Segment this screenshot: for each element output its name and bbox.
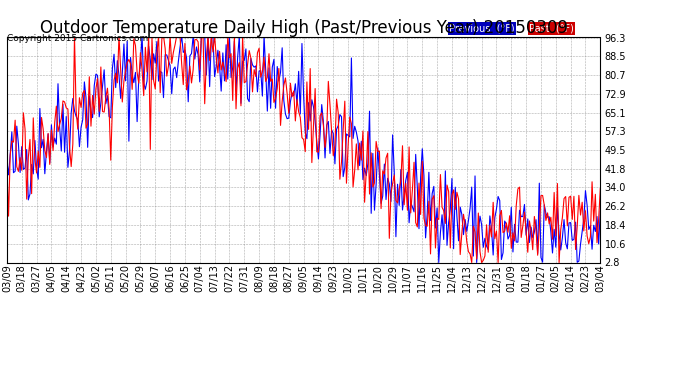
Text: Past  (°F): Past (°F)	[529, 24, 574, 33]
Text: Previous  (°F): Previous (°F)	[449, 24, 515, 33]
Text: Outdoor Temperature Daily High (Past/Previous Year) 20150309: Outdoor Temperature Daily High (Past/Pre…	[39, 19, 568, 37]
Text: Copyright 2015 Cartronics.com: Copyright 2015 Cartronics.com	[7, 34, 148, 43]
